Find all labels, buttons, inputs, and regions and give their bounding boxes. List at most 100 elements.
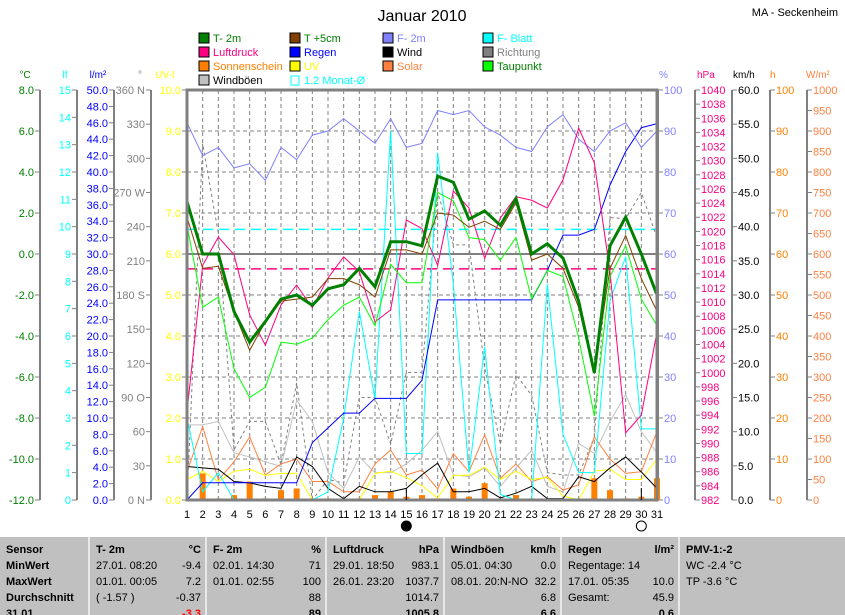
tick-label: 986 (701, 467, 719, 479)
table-cell: ( -1.57 ) (96, 592, 135, 604)
x-tick-label: 2 (200, 509, 206, 521)
tick-label: 6 (65, 331, 71, 343)
tick-label: 20.0 (87, 331, 108, 343)
table-cell: 983.1 (411, 560, 439, 572)
x-tick-label: 28 (604, 509, 616, 521)
sunshine-bar (293, 488, 300, 500)
tick-label: 996 (701, 396, 719, 408)
tick-label: 4.0 (19, 167, 34, 179)
tick-label: 20 (664, 413, 676, 425)
table-cell: 01.01. 02:55 (213, 576, 275, 588)
x-tick-label: 12 (353, 509, 365, 521)
legend-swatch (290, 75, 300, 86)
tick-label: 1028 (701, 170, 725, 182)
series-regen (186, 123, 658, 501)
legend-swatch (482, 32, 494, 44)
tick-label: 40 (776, 331, 788, 343)
tick-label: 38.0 (87, 183, 108, 195)
table-cell: Regen (568, 544, 602, 556)
tick-label: 6.0 (166, 249, 181, 261)
tick-label: 4.0 (93, 462, 108, 474)
x-tick-label: 1 (184, 509, 190, 521)
tick-label: 8 (65, 276, 71, 288)
legend-swatch (382, 32, 394, 44)
tick-label: 992 (701, 424, 719, 436)
legend-label: UV (304, 61, 320, 73)
tick-label: 25.0 (738, 324, 759, 336)
plot-border (185, 88, 659, 502)
table-cell: 7.2 (185, 576, 201, 588)
sunshine-bar (513, 495, 519, 500)
tick-label: 80 (664, 167, 676, 179)
sunshine-bar (481, 483, 488, 500)
table-cell: 88 (308, 592, 321, 604)
plot-area (185, 88, 660, 502)
legend-swatch (482, 46, 494, 58)
tick-label: 1038 (701, 99, 725, 111)
legend-label: F- Blatt (497, 33, 532, 45)
tick-label: 60 (776, 249, 788, 261)
table-cell: 1005.8 (405, 608, 439, 615)
tick-label: 9 (65, 249, 71, 261)
stats-table: Sensor MinWert MaxWert Durchschnitt 31.01. T-… (0, 537, 845, 615)
tick-label: 150 (813, 434, 831, 446)
tick-label: 1 (65, 468, 71, 480)
tick-label: 10 (59, 222, 71, 234)
table-cell: hPa (418, 544, 439, 556)
tick-label: 0.0 (19, 249, 34, 261)
table-cell: PMV-1:-2 (686, 544, 733, 556)
tick-label: 5.0 (738, 461, 753, 473)
axis-title: % (659, 70, 668, 81)
tick-label: 40.0 (87, 167, 108, 179)
tick-label: 36.0 (87, 200, 108, 212)
x-tick-label: 23 (526, 509, 538, 521)
tick-label: 1016 (701, 255, 725, 267)
tick-label: 70 (664, 208, 676, 220)
legend-label: Windböen (213, 75, 263, 87)
table-cell: 05.01. 04:30 (451, 560, 513, 572)
table-cell: 100 (302, 576, 321, 588)
tick-label: 8.0 (19, 85, 34, 97)
tick-label: 1024 (701, 198, 725, 210)
tick-label: 90 (776, 126, 788, 138)
x-tick-label: 7 (278, 509, 284, 521)
tick-label: 994 (701, 410, 719, 422)
tick-label: 8.0 (93, 429, 108, 441)
x-tick-label: 14 (385, 509, 397, 521)
table-cell: 29.01. 18:50 (333, 560, 395, 572)
tick-label: 180 S (116, 290, 145, 302)
tick-label: 15 (59, 85, 71, 97)
tick-label: 28.0 (87, 265, 108, 277)
tick-label: 11 (60, 194, 71, 206)
tick-label: 500 (813, 290, 831, 302)
tick-label: 1000 (701, 368, 725, 380)
table-cell: 32.2 (534, 576, 556, 588)
axis-title: km/h (733, 70, 755, 81)
table-column: Luftdruck hPa 29.01. 18:50 983.1 26.01. 23:2… (325, 537, 443, 615)
tick-label: 50 (664, 290, 676, 302)
tick-label: 1022 (701, 212, 725, 224)
tick-label: 3 (65, 413, 71, 425)
tick-label: 120 (127, 358, 145, 370)
tick-label: 40 (664, 331, 676, 343)
tick-label: 60.0 (738, 85, 759, 97)
table-cell: 10.0 (652, 576, 674, 588)
axis-title: hPa (697, 70, 715, 81)
tick-label: 10.0 (738, 427, 759, 439)
table-cell: 02.01. 14:30 (213, 560, 275, 572)
tick-label: 0 (664, 495, 670, 507)
tick-label: 240 (127, 222, 145, 234)
tick-label: 0 (776, 495, 782, 507)
tick-label: 998 (701, 382, 719, 394)
tick-label: 210 (127, 256, 145, 268)
tick-label: 300 (813, 372, 831, 384)
legend-swatch (289, 60, 301, 72)
axis-title: h (770, 70, 776, 81)
tick-label: 1036 (701, 113, 725, 125)
legend-swatch (198, 74, 210, 86)
tick-label: 350 (813, 352, 831, 364)
tick-label: 24.0 (87, 298, 108, 310)
table-column: PMV-1:-2 WC -2.4 °C TP -3.6 °C (678, 537, 795, 615)
legend-label: Richtung (497, 47, 540, 59)
tick-label: 12.0 (87, 397, 108, 409)
